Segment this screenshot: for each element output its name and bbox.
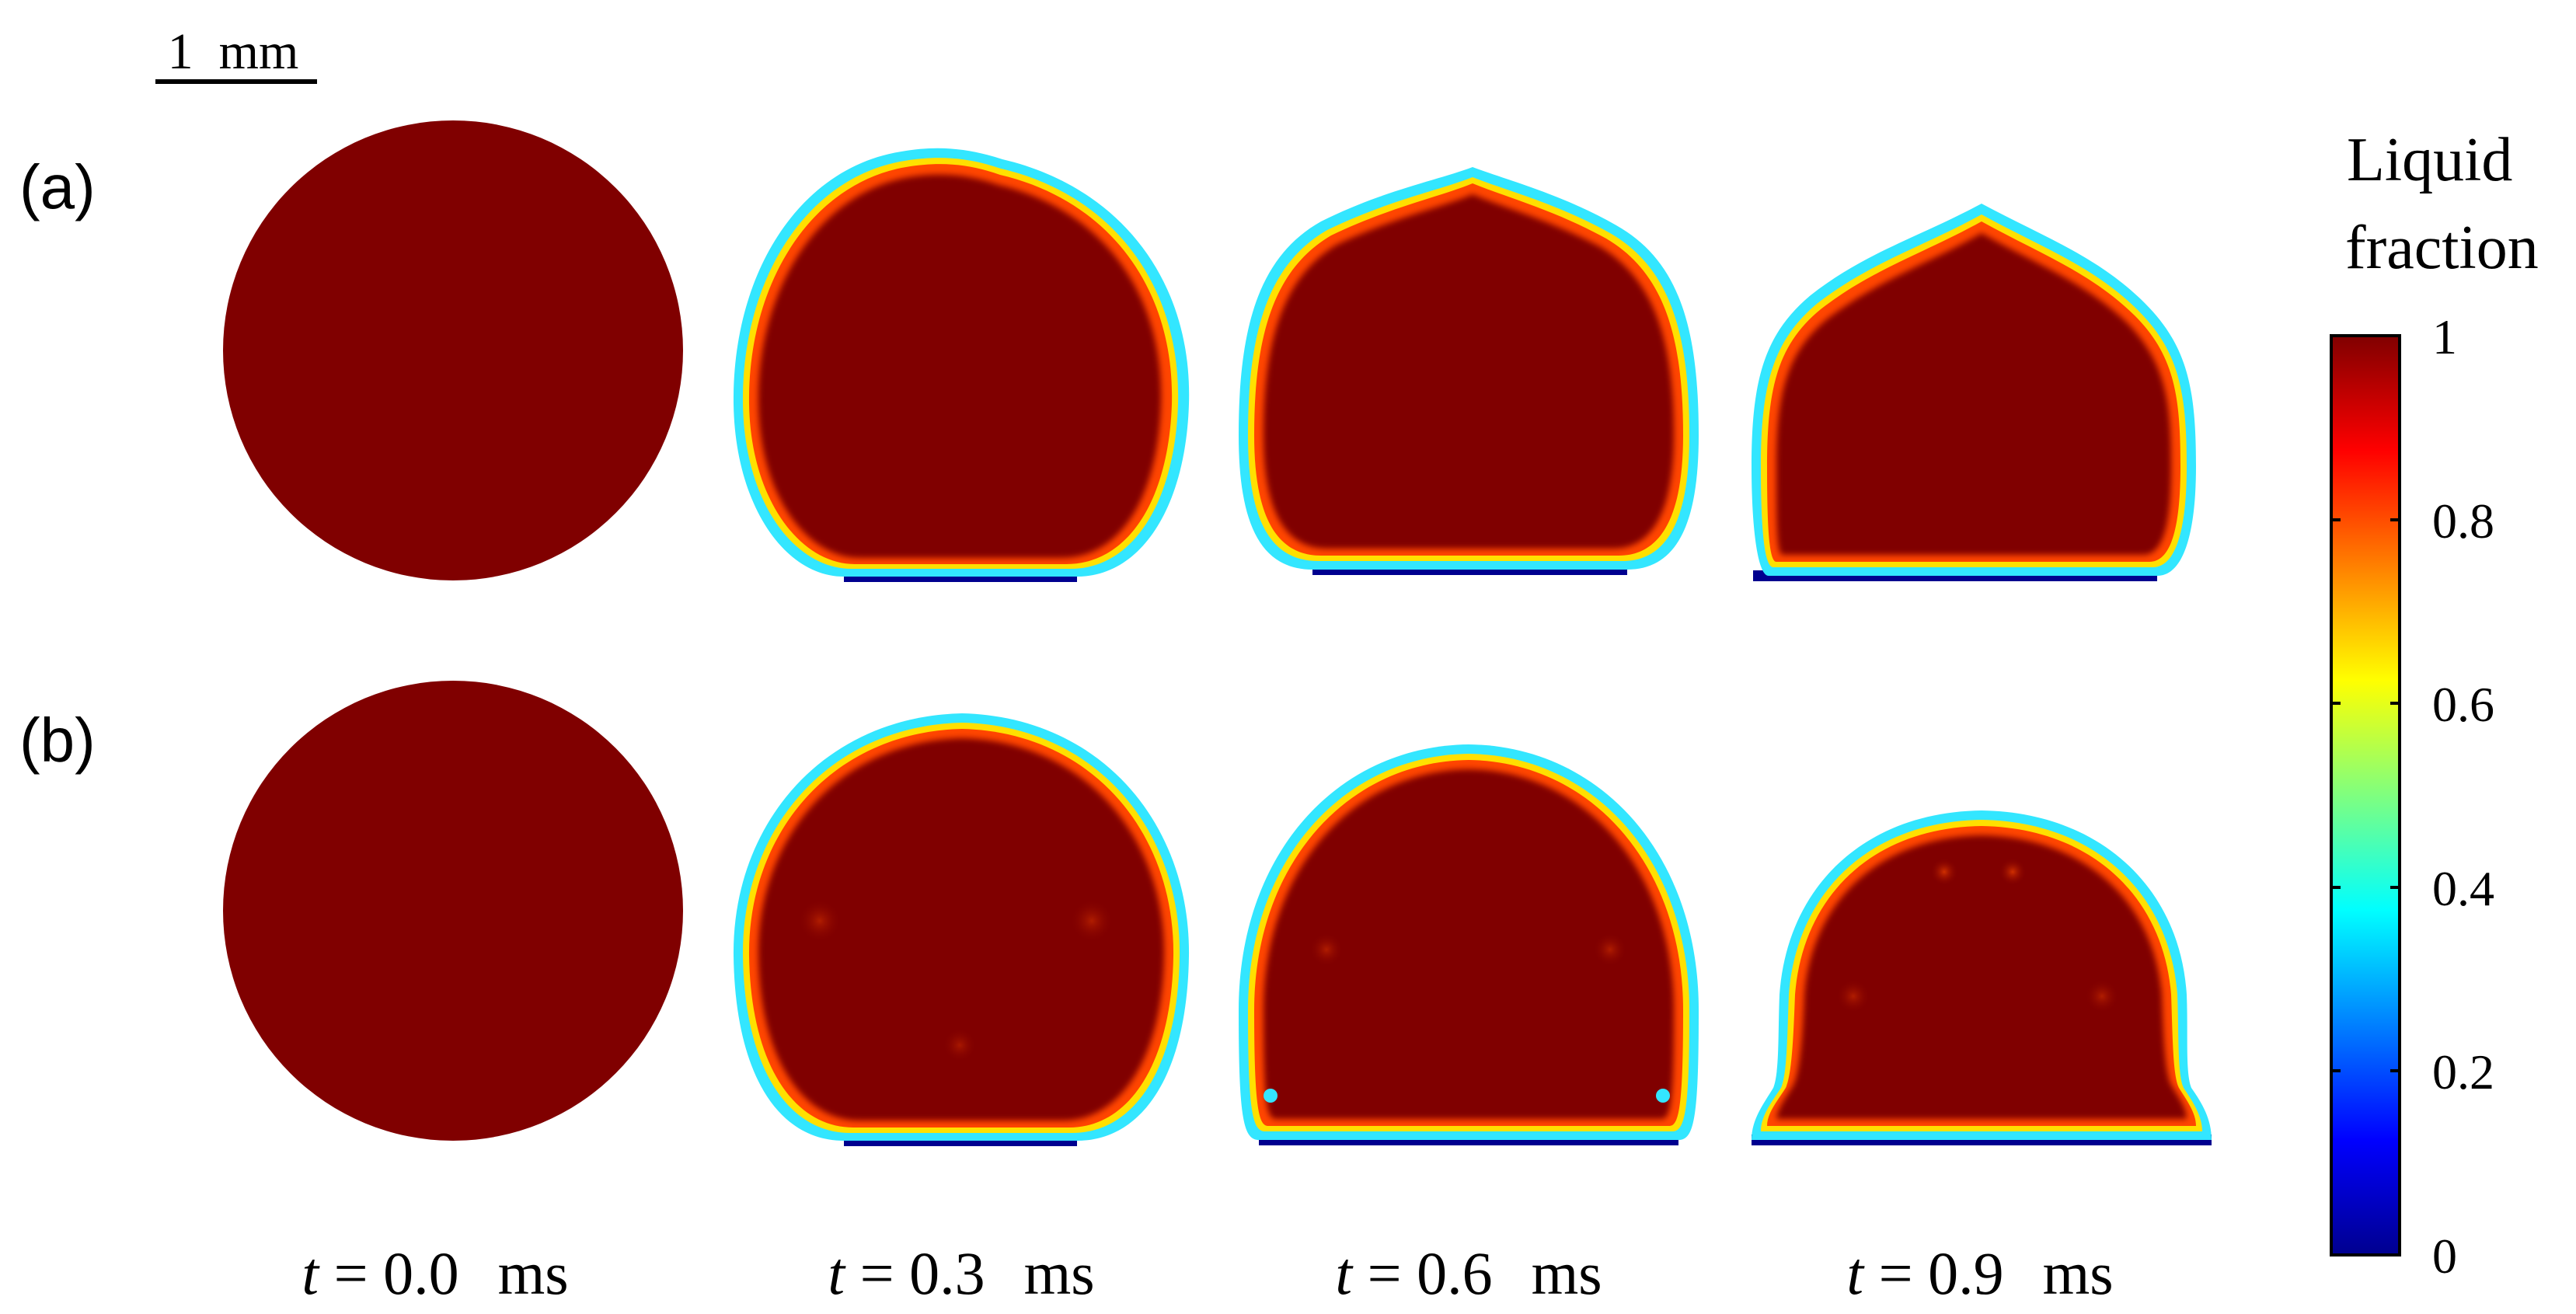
row-b <box>223 681 2212 1146</box>
droplet-a-t09 <box>1752 204 2196 581</box>
time-label-0: t = 0.0 ms <box>302 1239 568 1307</box>
row-label-b: (b) <box>19 706 96 775</box>
colorbar-title-line1: Liquid <box>2347 126 2512 194</box>
colorbar-tick-labels: 1 0.8 0.6 0.4 0.2 0 <box>2432 309 2494 1284</box>
colorbar-tick-1: 1 <box>2432 309 2457 364</box>
colorbar-tick-0.4: 0.4 <box>2432 861 2494 916</box>
row-label-a: (a) <box>19 152 96 221</box>
colorbar-tick-0: 0 <box>2432 1229 2457 1284</box>
droplet-a-t03 <box>733 148 1190 582</box>
droplet-b-t0 <box>223 681 683 1141</box>
colorbar-tick-0.6: 0.6 <box>2432 677 2494 732</box>
colorbar-gradient <box>2330 334 2401 1256</box>
colorbar-title-line2: fraction <box>2345 214 2539 282</box>
scale-bar: 1 mm <box>155 23 317 84</box>
droplet-b-t03 <box>733 713 1190 1146</box>
colorbar-tick-0.8: 0.8 <box>2432 493 2494 549</box>
colorbar-tick-0.2: 0.2 <box>2432 1044 2494 1100</box>
scale-bar-label: 1 mm <box>168 23 299 80</box>
droplet-b-t09 <box>1752 810 2212 1145</box>
row-a <box>223 120 2196 582</box>
droplet-a-t06 <box>1239 167 1699 575</box>
time-label-3: t = 0.9 ms <box>1846 1239 2113 1307</box>
droplet-b-t06 <box>1239 744 1699 1145</box>
time-label-2: t = 0.6 ms <box>1335 1239 1602 1307</box>
time-label-1: t = 0.3 ms <box>828 1239 1094 1307</box>
droplet-a-t0 <box>223 120 683 580</box>
colorbar-ticks <box>2331 334 2400 1072</box>
colorbar: Liquid fraction 1 0.8 0.6 0.4 0.2 0 <box>2330 126 2539 1284</box>
time-labels: t = 0.0 ms t = 0.3 ms t = 0.6 ms t = 0.9 ms <box>302 1239 2113 1307</box>
